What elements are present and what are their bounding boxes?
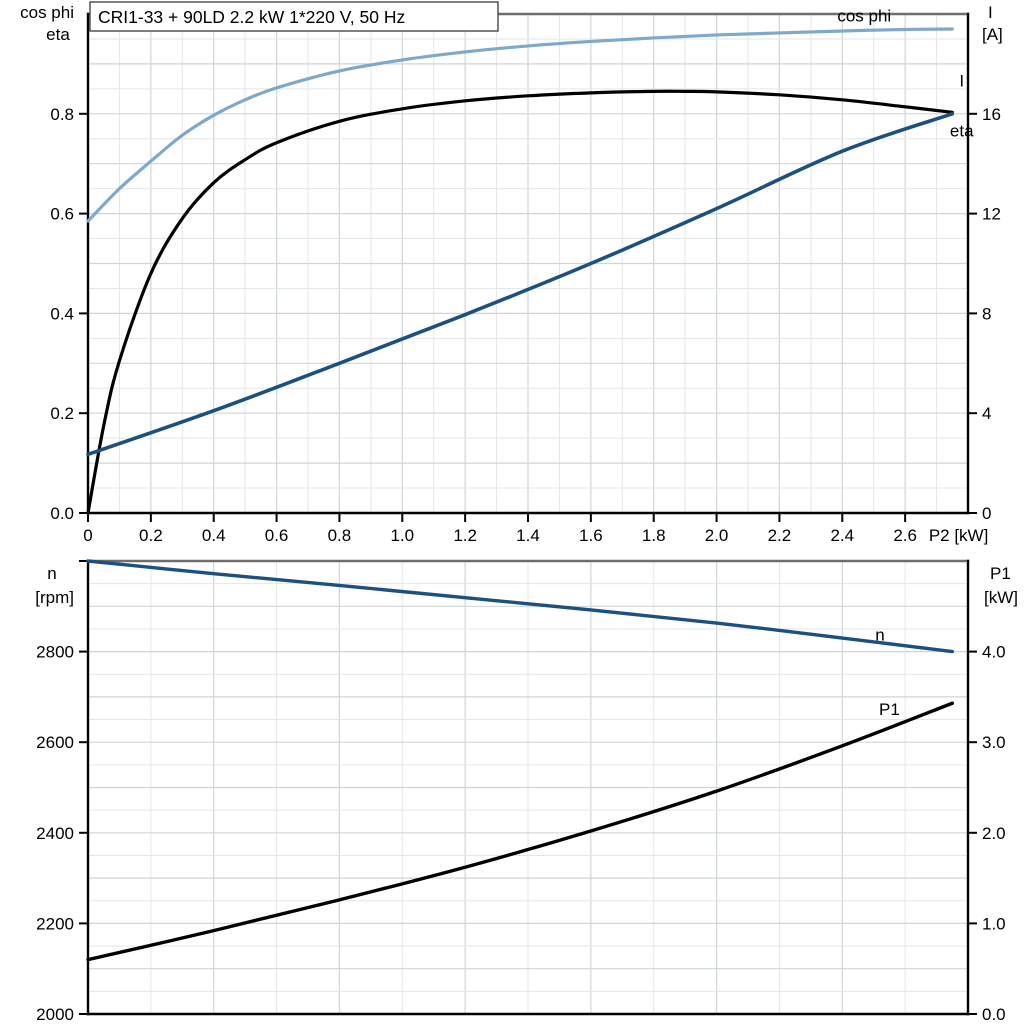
top-x-tick-label: 1.6: [579, 526, 603, 545]
bottom-right-tick-label: 4.0: [982, 643, 1006, 662]
top-x-tick-label: 0.4: [202, 526, 226, 545]
top-left-tick-label: 0.8: [50, 105, 74, 124]
top-x-tick-label: 0: [83, 526, 92, 545]
top-right-tick-label: 12: [982, 205, 1001, 224]
bottom-right-tick-label: 0.0: [982, 1005, 1006, 1024]
top-right-tick-label: 8: [982, 304, 991, 323]
bottom-left-axis-title-unit: [rpm]: [35, 588, 74, 607]
bottom-right-tick-label: 3.0: [982, 733, 1006, 752]
curve-annotation-p1: P1: [879, 700, 900, 719]
top-left-axis-title: cos phi: [20, 3, 74, 22]
top-x-tick-label: 2.6: [893, 526, 917, 545]
curve-eta: [86, 89, 954, 515]
bottom-left-axis-title: n: [47, 564, 56, 583]
bottom-chart-frame: [86, 559, 970, 1016]
curve-annotation-eta: eta: [950, 121, 974, 140]
top-x-tick-label: 0.6: [265, 526, 289, 545]
bottom-left-tick-label: 2200: [36, 914, 74, 933]
curve-annotation-n: n: [875, 625, 884, 644]
top-x-tick-label: 0.2: [139, 526, 163, 545]
top-x-tick-label: 2.2: [768, 526, 792, 545]
top-right-axis-title-unit: [A]: [982, 25, 1003, 44]
bottom-right-axis-title-unit: [kW]: [984, 588, 1018, 607]
chart-title-box-bg: [89, 1, 499, 32]
bottom-right-tick-label: 2.0: [982, 824, 1006, 843]
curve-annotation-cos-phi: cos phi: [837, 6, 891, 25]
curve-p1: [86, 701, 954, 962]
top-x-axis-title: P2 [kW]: [929, 526, 989, 545]
top-x-tick-label: 1.0: [390, 526, 414, 545]
top-left-tick-label: 0.2: [50, 404, 74, 423]
chart-title: CRI1-33 + 90LD 2.2 kW 1*220 V, 50 Hz: [98, 7, 405, 27]
bottom-right-axis-title: P1: [990, 564, 1011, 583]
bottom-left-tick-label: 2600: [36, 733, 74, 752]
top-right-tick-label: 0: [982, 504, 991, 523]
chart-title-box: [89, 1, 499, 32]
top-x-tick-label: 1.8: [642, 526, 666, 545]
bottom-left-tick-label: 2400: [36, 824, 74, 843]
bottom-chart-grid: [88, 561, 968, 1014]
top-x-tick-label: 1.4: [516, 526, 540, 545]
bottom-left-tick-label: 2000: [36, 1005, 74, 1024]
bottom-right-tick-label: 1.0: [982, 914, 1006, 933]
top-left-axis-title-unit: eta: [46, 25, 70, 44]
top-x-tick-label: 0.8: [328, 526, 352, 545]
bottom-left-tick-label: 2800: [36, 643, 74, 662]
top-right-tick-label: 4: [982, 404, 991, 423]
top-x-tick-label: 2.0: [705, 526, 729, 545]
top-right-axis-title: I: [988, 3, 993, 22]
top-right-tick-label: 16: [982, 105, 1001, 124]
top-x-tick-label: 2.4: [830, 526, 854, 545]
top-chart-grid: [88, 14, 968, 513]
top-left-tick-label: 0.0: [50, 504, 74, 523]
top-left-tick-label: 0.6: [50, 205, 74, 224]
curve-i: [86, 112, 955, 457]
curve-annotation-i: I: [959, 71, 964, 90]
top-x-tick-label: 1.2: [453, 526, 477, 545]
curve-n: [86, 559, 954, 654]
curve-cos-phi: [86, 27, 954, 223]
top-left-tick-label: 0.4: [50, 304, 74, 323]
